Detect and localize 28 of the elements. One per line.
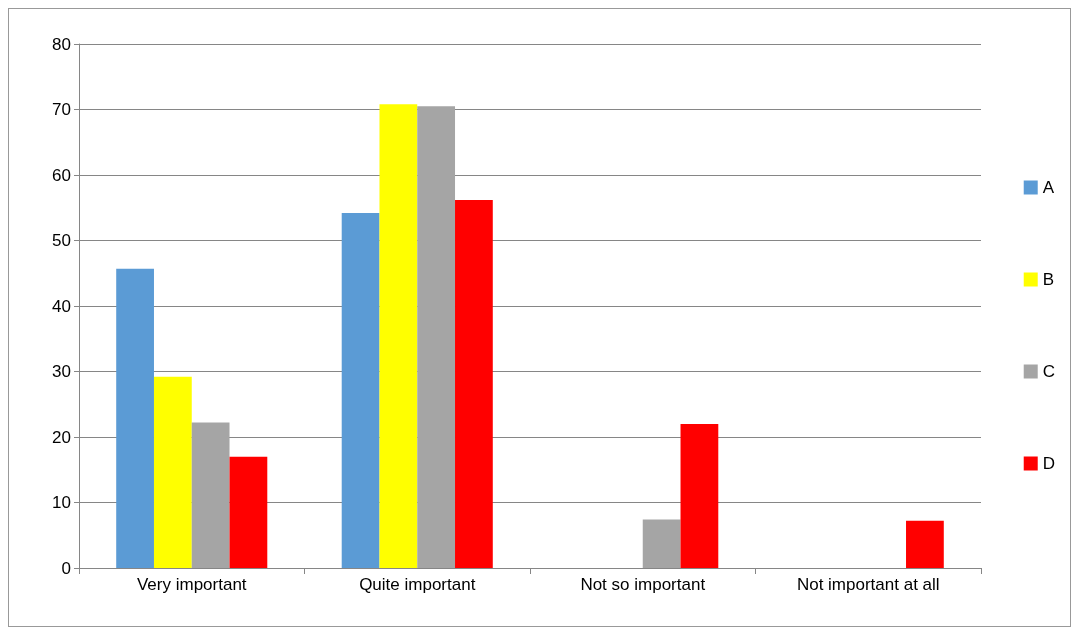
legend-label: D bbox=[1042, 454, 1055, 473]
bar bbox=[153, 376, 192, 568]
bar bbox=[455, 199, 493, 568]
bar bbox=[379, 104, 418, 568]
y-tick-label: 40 bbox=[52, 296, 71, 316]
y-tick-label: 20 bbox=[52, 427, 71, 447]
x-tick-label: Very important bbox=[136, 575, 247, 594]
y-tick-label: 0 bbox=[61, 558, 71, 578]
legend-label: A bbox=[1042, 178, 1055, 197]
bar bbox=[906, 520, 944, 568]
bar bbox=[680, 423, 719, 568]
y-tick-label: 80 bbox=[52, 34, 71, 54]
x-tick-label: Quite important bbox=[359, 575, 476, 594]
y-tick-label: 30 bbox=[52, 362, 71, 381]
bar bbox=[642, 519, 681, 568]
y-tick-label: 10 bbox=[52, 493, 71, 512]
bar bbox=[417, 106, 456, 568]
bar bbox=[341, 212, 380, 568]
x-tick-label: Not so important bbox=[580, 575, 706, 594]
y-tick-label: 60 bbox=[52, 165, 71, 185]
bar bbox=[116, 268, 154, 568]
y-tick-label: 50 bbox=[52, 231, 71, 250]
y-tick-label: 70 bbox=[52, 100, 71, 119]
bar bbox=[229, 456, 268, 568]
bar bbox=[191, 422, 230, 568]
x-tick-label: Not important at all bbox=[796, 575, 940, 594]
legend-label: B bbox=[1042, 270, 1055, 289]
legend-label: C bbox=[1042, 362, 1055, 381]
